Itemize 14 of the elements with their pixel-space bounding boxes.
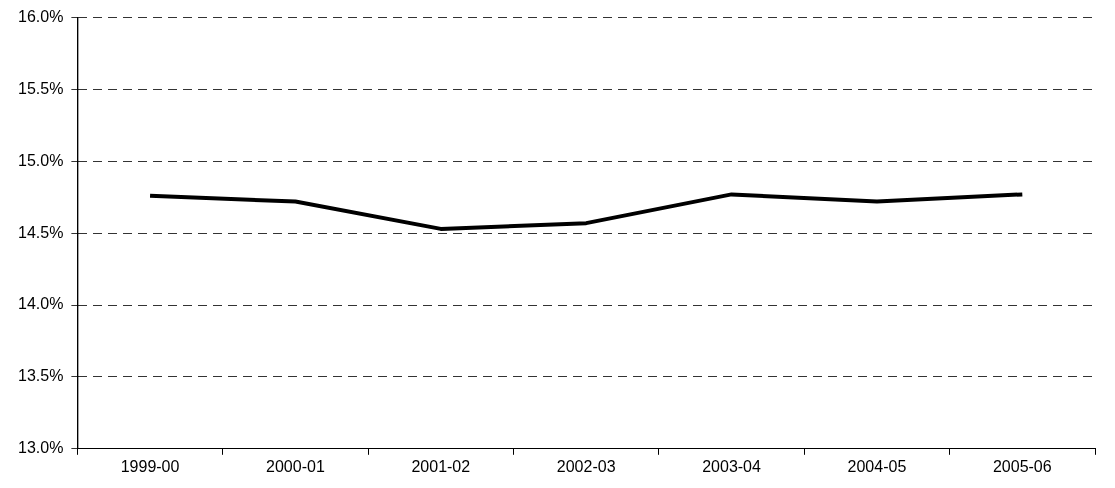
x-tick-label: 2001-02	[411, 457, 471, 475]
x-tick-label: 1999-00	[120, 457, 180, 475]
y-tick-label: 16.0%	[17, 8, 64, 26]
y-tick-label: 13.0%	[17, 439, 64, 457]
x-tick-label: 2000-01	[266, 457, 325, 475]
y-tick-label: 13.5%	[17, 367, 64, 385]
x-tick-label: 2005-06	[992, 457, 1052, 475]
x-tick-label: 2004-05	[847, 457, 907, 475]
y-tick-label: 15.5%	[17, 79, 64, 97]
y-tick-label: 15.0%	[17, 151, 64, 169]
x-tick-label: 2002-03	[556, 457, 616, 475]
x-tick-label: 2003-04	[702, 457, 762, 475]
y-tick-label: 14.5%	[17, 223, 64, 241]
y-tick-label: 14.0%	[17, 295, 64, 313]
